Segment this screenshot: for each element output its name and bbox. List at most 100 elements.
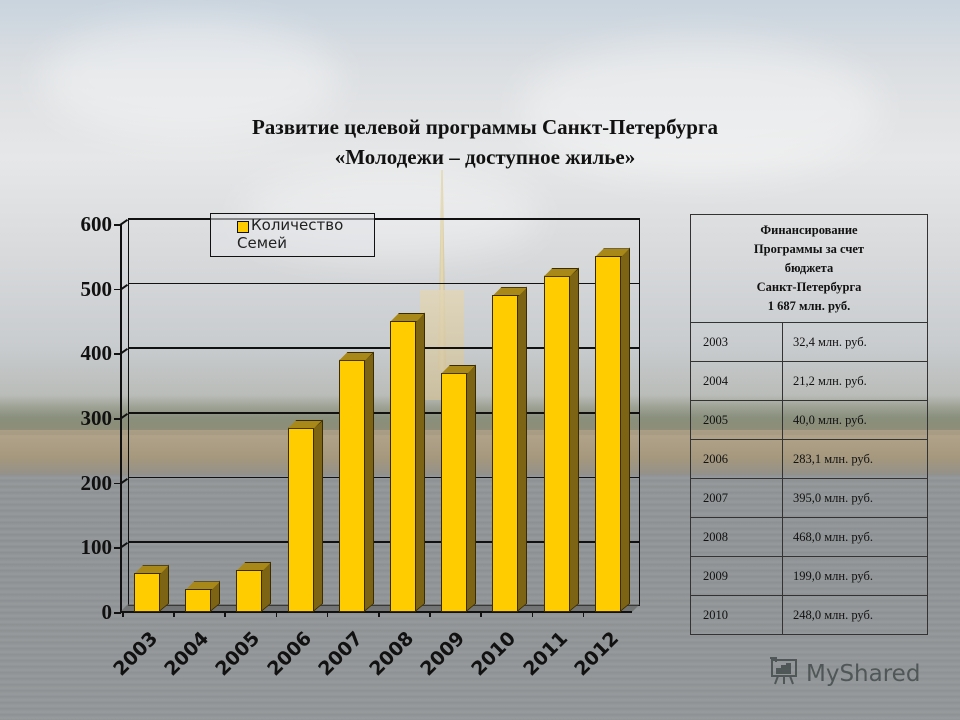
y-axis — [120, 224, 122, 612]
year-cell: 2003 — [690, 322, 783, 362]
bar-front — [338, 359, 365, 612]
y-tick-label: 100 — [80, 535, 113, 560]
cathedral-spire — [438, 170, 446, 370]
bar-side — [363, 351, 374, 612]
amount-cell: 468,0 млн. руб. — [782, 517, 928, 557]
legend-swatch — [237, 221, 249, 233]
year-cell: 2007 — [690, 478, 783, 518]
amount-cell: 40,0 млн. руб. — [782, 400, 928, 440]
title-line-1: Развитие целевой программы Санкт-Петербу… — [251, 115, 719, 139]
table-row: 2005 40,0 млн. руб. — [690, 400, 928, 440]
year-cell: 2006 — [690, 439, 783, 479]
amount-cell: 283,1 млн. руб. — [782, 439, 928, 479]
y-tick — [114, 353, 121, 355]
bar-side — [466, 364, 477, 612]
gridline — [128, 347, 640, 349]
financing-table: Финансирование Программы за счет бюджета… — [690, 214, 928, 635]
amount-cell: 395,0 млн. руб. — [782, 478, 928, 518]
table-row: 2004 21,2 млн. руб. — [690, 361, 928, 401]
cloud — [520, 40, 880, 180]
bar-front — [134, 573, 160, 612]
x-tick — [173, 611, 175, 617]
gridline — [128, 282, 640, 285]
gridline — [128, 541, 640, 543]
y-tick — [114, 224, 121, 226]
bar-2005 — [236, 561, 272, 612]
y-tick-label: 500 — [80, 276, 113, 301]
bar-2010 — [492, 286, 528, 612]
header-line: Программы за счет — [753, 242, 865, 256]
x-tick — [378, 611, 380, 617]
year-cell: 2010 — [690, 595, 783, 635]
y-tick-label: 600 — [80, 212, 113, 236]
legend-label-line2: Семей — [237, 234, 287, 252]
header-line: бюджета — [784, 261, 834, 275]
gridline — [128, 218, 640, 220]
y-tick — [114, 482, 121, 485]
header-total: 1 687 млн. руб. — [767, 299, 851, 313]
y-tick-label: 0 — [101, 600, 113, 624]
chart-floor — [120, 604, 640, 612]
bar-2003 — [134, 564, 169, 612]
watermark: MyShared — [766, 656, 920, 692]
table-row: 2003 32,4 млн. руб. — [690, 322, 928, 362]
presentation-board-icon — [766, 654, 800, 694]
header-line: Санкт-Петербурга — [756, 280, 862, 294]
x-tick-label: 2007 — [314, 627, 367, 681]
bar-front — [287, 427, 314, 612]
bar-side — [312, 419, 323, 612]
amount-cell: 199,0 млн. руб. — [782, 556, 928, 596]
x-tick — [582, 611, 585, 617]
table-row: 2008 468,0 млн. руб. — [690, 517, 928, 557]
cloud — [40, 20, 340, 140]
x-axis — [120, 611, 632, 613]
amount-cell: 32,4 млн. руб. — [782, 322, 928, 362]
year-cell: 2009 — [690, 556, 783, 596]
slide-title: Развитие целевой программы Санкт-Петербу… — [160, 112, 810, 172]
year-cell: 2004 — [690, 361, 783, 401]
amount-cell: 248,0 млн. руб. — [782, 595, 928, 635]
bar-2012 — [594, 247, 630, 612]
x-tick-label: 2012 — [570, 627, 623, 681]
year-cell: 2008 — [690, 517, 783, 557]
x-tick — [326, 611, 329, 617]
y-tick — [114, 547, 121, 549]
table-row: 2009 199,0 млн. руб. — [690, 556, 928, 596]
bar-side — [517, 286, 528, 612]
x-tick-label: 2009 — [416, 627, 470, 681]
x-tick-label: 2008 — [365, 627, 419, 681]
bar-front — [492, 295, 519, 612]
title-line-2: «Молодежи – доступное жилье» — [334, 145, 636, 169]
bar-front — [441, 372, 468, 612]
bar-front — [594, 256, 621, 612]
bar-front — [543, 275, 570, 612]
bar-front — [185, 589, 212, 612]
year-cell: 2005 — [690, 400, 783, 440]
y-tick-label: 300 — [80, 406, 113, 430]
x-tick-label: 2004 — [160, 627, 214, 681]
x-tick — [531, 611, 534, 617]
x-tick — [429, 611, 431, 617]
table-row: 2006 283,1 млн. руб. — [690, 439, 928, 479]
y-tick — [114, 288, 121, 291]
x-tick-label: 2005 — [211, 627, 265, 681]
bar-side — [568, 267, 579, 612]
legend-label-line1: Количество — [251, 216, 344, 234]
y-tick-label: 200 — [80, 470, 113, 495]
table-row: 2007 395,0 млн. руб. — [690, 478, 928, 518]
x-tick-label: 2010 — [467, 627, 521, 681]
bar-chart: 0 100 200 300 400 500 600 2003 2004 2005 2006 2007… — [80, 212, 640, 681]
amount-cell: 21,2 млн. руб. — [782, 361, 928, 401]
x-tick-label: 2006 — [262, 627, 316, 681]
y-tick — [114, 612, 121, 614]
table-row: 2010 248,0 млн. руб. — [690, 595, 928, 635]
bar-front — [236, 569, 263, 612]
x-tick — [122, 611, 124, 617]
table-header: Финансирование Программы за счет бюджета… — [690, 214, 928, 323]
bar-front — [390, 321, 416, 612]
x-tick — [224, 611, 226, 617]
x-tick-label: 2003 — [109, 627, 163, 681]
bar-side — [619, 247, 630, 612]
gridline — [128, 412, 640, 414]
bar-2008 — [390, 312, 425, 612]
